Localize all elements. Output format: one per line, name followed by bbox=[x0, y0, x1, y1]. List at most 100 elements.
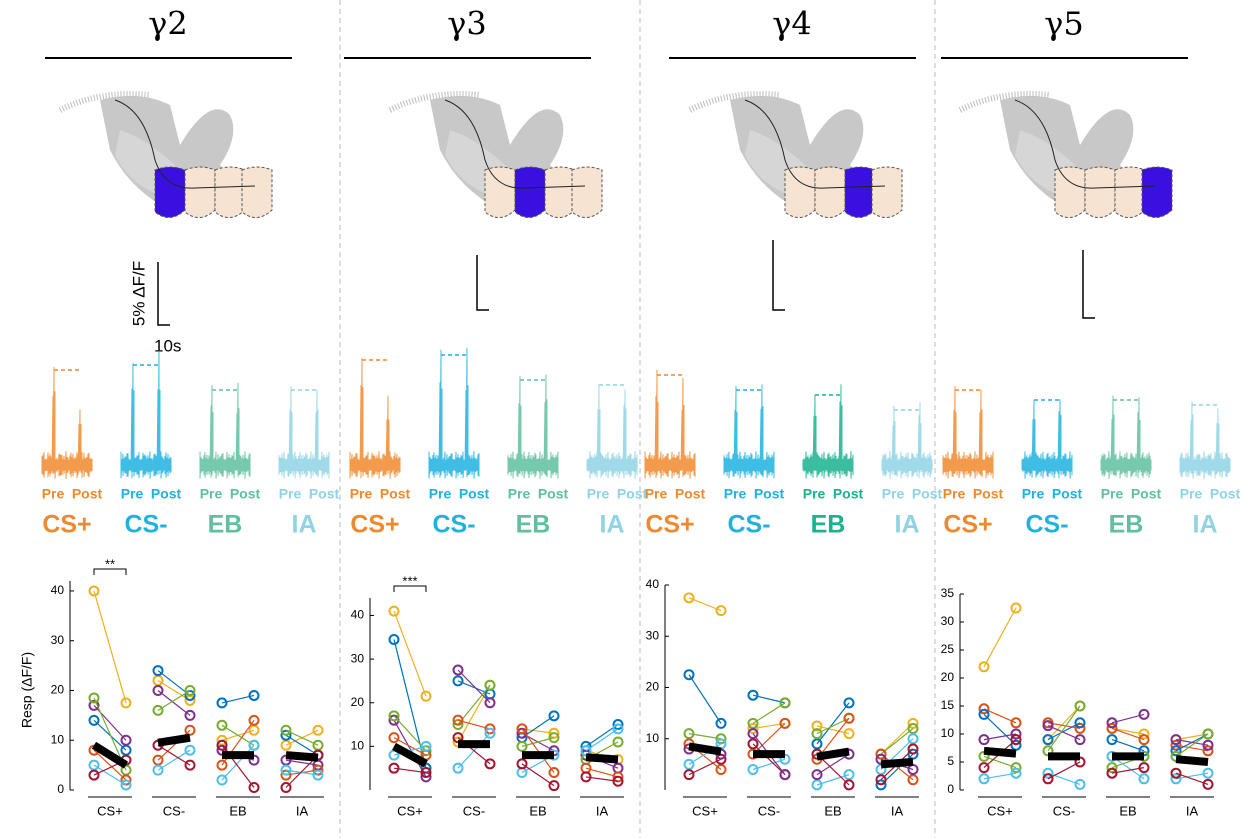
compartment bbox=[1054, 166, 1086, 218]
subject-point bbox=[1202, 745, 1214, 757]
category-label: EB bbox=[811, 511, 846, 539]
subject-line bbox=[93, 749, 127, 781]
subject-point bbox=[88, 692, 100, 704]
compartment bbox=[814, 166, 846, 218]
trace bbox=[802, 384, 854, 479]
x-tick-label: CS+ bbox=[397, 803, 423, 818]
y-tick-label: 20 bbox=[646, 680, 660, 694]
subject-point bbox=[715, 753, 727, 765]
subject-point bbox=[312, 769, 324, 781]
subject-point bbox=[715, 733, 727, 745]
compartment bbox=[514, 166, 546, 218]
y-tick-label: 15 bbox=[941, 698, 955, 712]
subject-point bbox=[216, 719, 228, 731]
category-label: CS- bbox=[124, 511, 167, 539]
subject-point bbox=[88, 769, 100, 781]
condition-label: Post bbox=[1210, 486, 1241, 502]
trace bbox=[586, 384, 638, 479]
subject-point bbox=[843, 728, 855, 740]
condition-label: Post bbox=[538, 486, 569, 502]
compartment bbox=[1114, 166, 1146, 218]
condition-label: Pre bbox=[42, 486, 65, 502]
subject-point bbox=[683, 758, 695, 770]
subject-point bbox=[1074, 734, 1086, 746]
condition-label: Post bbox=[1052, 486, 1083, 502]
condition-label: Pre bbox=[121, 486, 144, 502]
subject-point bbox=[612, 771, 624, 783]
trace bbox=[278, 386, 330, 479]
subject-point bbox=[1138, 762, 1150, 774]
y-tick-label: 40 bbox=[646, 577, 660, 591]
subject-point bbox=[843, 712, 855, 724]
condition-label: Pre bbox=[724, 486, 747, 502]
condition-label: Pre bbox=[645, 486, 668, 502]
subject-line bbox=[221, 744, 255, 781]
condition-label: Post bbox=[675, 486, 706, 502]
subject-line bbox=[285, 729, 319, 746]
subject-point bbox=[184, 759, 196, 771]
subject-line bbox=[585, 728, 619, 752]
condition-label: Post bbox=[459, 486, 490, 502]
subject-point bbox=[978, 762, 990, 774]
category-label: IA bbox=[600, 511, 625, 539]
category-label: IA bbox=[895, 511, 920, 539]
x-tick-label: IA bbox=[296, 803, 309, 818]
y-tick-label: 0 bbox=[947, 782, 954, 796]
subject-line bbox=[1175, 772, 1209, 785]
subject-line bbox=[157, 690, 191, 716]
category-label: IA bbox=[1193, 511, 1218, 539]
subject-point bbox=[715, 764, 727, 775]
subject-point bbox=[612, 723, 624, 735]
subject-point bbox=[1010, 762, 1022, 774]
trace bbox=[120, 350, 172, 479]
compartment bbox=[1141, 166, 1173, 218]
y-tick-label: 10 bbox=[51, 732, 65, 746]
subject-line bbox=[1111, 739, 1145, 752]
compartment bbox=[784, 166, 816, 218]
sig-label: *** bbox=[402, 573, 417, 588]
subject-point bbox=[420, 690, 432, 702]
subject-point bbox=[1138, 773, 1150, 785]
condition-label: Post bbox=[309, 486, 340, 502]
compartment bbox=[571, 166, 603, 218]
subject-point bbox=[1010, 767, 1022, 779]
subject-point bbox=[184, 744, 196, 756]
condition-label: Pre bbox=[200, 486, 223, 502]
subject-line bbox=[521, 737, 555, 747]
y-tick-label: 40 bbox=[351, 608, 365, 622]
condition-label: Pre bbox=[1180, 486, 1203, 502]
y-axis-label: Resp (ΔF/F) bbox=[19, 652, 35, 728]
mean-line bbox=[157, 733, 191, 747]
trace bbox=[723, 384, 775, 479]
subject-line bbox=[1047, 705, 1081, 741]
subject-point bbox=[580, 771, 592, 783]
subject-line bbox=[521, 728, 555, 773]
y-tick-label: 10 bbox=[646, 731, 660, 745]
subject-line bbox=[983, 755, 1017, 769]
subject-point bbox=[1106, 762, 1118, 774]
subject-point bbox=[388, 633, 400, 645]
subject-point bbox=[216, 759, 228, 771]
subject-point bbox=[452, 719, 464, 731]
y-tick-label: 35 bbox=[941, 586, 955, 600]
subject-point bbox=[747, 723, 759, 734]
subject-line bbox=[1047, 772, 1081, 785]
x-tick-label: CS- bbox=[463, 803, 485, 818]
x-tick-label: CS- bbox=[163, 803, 185, 818]
subject-line bbox=[585, 767, 619, 778]
subject-point bbox=[484, 679, 496, 691]
compartment bbox=[484, 166, 516, 218]
condition-label: Pre bbox=[803, 486, 826, 502]
subject-point bbox=[1170, 734, 1182, 746]
category-label: CS+ bbox=[350, 511, 399, 539]
subject-line bbox=[880, 728, 914, 755]
subject-point bbox=[388, 762, 400, 774]
compartment bbox=[1084, 166, 1116, 218]
subject-point bbox=[484, 727, 496, 739]
condition-label: Post bbox=[833, 486, 864, 502]
x-tick-label: CS+ bbox=[987, 803, 1013, 818]
scale-bar bbox=[1082, 250, 1095, 319]
trace bbox=[428, 347, 480, 479]
subject-point bbox=[248, 689, 260, 701]
subject-point bbox=[715, 605, 727, 617]
